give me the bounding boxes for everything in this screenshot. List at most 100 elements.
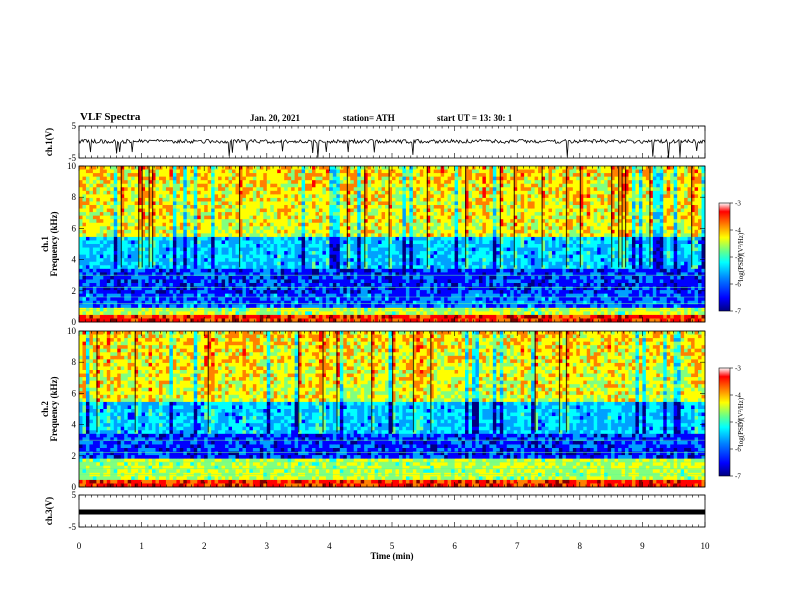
spectrogram-cell [312, 286, 316, 291]
spectrogram-cell [454, 297, 459, 302]
spectrogram-cell [110, 208, 115, 213]
spectrogram-cell [190, 254, 195, 259]
spectrogram-cell [193, 244, 198, 248]
spectrogram-cell [318, 244, 323, 248]
spectrogram-cell [113, 233, 118, 238]
spectrogram-cell [346, 233, 351, 238]
spectrogram-cell [395, 236, 400, 241]
spectrogram-cell [374, 279, 379, 284]
spectrogram-cell [211, 226, 216, 231]
spectrogram-cell [318, 240, 323, 245]
spectrogram-cell [82, 215, 87, 220]
spectrogram-cell [117, 261, 122, 266]
spectrogram-cell [301, 176, 306, 181]
spectrogram-cell [388, 304, 393, 309]
spectrogram-cell [305, 219, 309, 224]
spectrogram-cell [252, 226, 257, 231]
spectrogram-cell [364, 219, 369, 224]
spectrogram-cell [447, 226, 452, 231]
spectrogram-cell [204, 205, 209, 209]
spectrogram-cell [193, 286, 198, 291]
spectrogram-cell [440, 272, 445, 277]
spectrogram-cell [315, 233, 320, 238]
spectrogram-cell [301, 272, 306, 277]
spectrogram-cell [148, 247, 153, 252]
spectrogram-cell [172, 201, 177, 206]
spectrogram-cell [228, 300, 233, 305]
spectrogram-cell [447, 208, 452, 213]
spectrogram-cell [113, 275, 118, 280]
spectrogram-cell [113, 169, 118, 174]
spectrogram-cell [409, 265, 414, 270]
spectrogram-cell [451, 279, 455, 284]
spectrogram-cell [270, 247, 275, 252]
spectrogram-cell [430, 208, 435, 213]
spectrogram-cell [461, 251, 466, 256]
spectrogram-cell [190, 169, 195, 174]
spectrogram-cell [298, 265, 302, 270]
spectrogram-cell [218, 254, 222, 259]
spectrogram-cell [204, 183, 209, 188]
spectrogram-cell [312, 226, 316, 231]
spectrogram-cell [451, 180, 455, 185]
spectrogram-cell [465, 205, 469, 209]
spectrogram-cell [89, 212, 94, 217]
spectrogram-cell [357, 304, 362, 309]
spectrogram-cell [395, 293, 400, 298]
spectrogram-cell [259, 318, 264, 323]
spectrogram-cell [402, 258, 407, 263]
spectrogram-cell [388, 240, 393, 245]
spectrogram-cell [263, 272, 268, 277]
spectrogram-cell [120, 258, 125, 263]
spectrogram-cell [228, 183, 233, 188]
spectrogram-cell [444, 190, 449, 195]
spectrogram-cell [405, 261, 410, 266]
spectrogram-cell [124, 261, 129, 266]
spectrogram-cell [197, 283, 202, 287]
spectrogram-cell [392, 219, 396, 224]
spectrogram-cell [92, 176, 97, 181]
spectrogram-cell [301, 314, 306, 319]
spectrogram-cell [249, 205, 254, 209]
spectrogram-cell [106, 283, 111, 287]
spectrogram-cell [183, 180, 188, 185]
spectrogram-cell [367, 290, 372, 295]
spectrogram-cell [454, 314, 459, 319]
spectrogram-cell [186, 201, 191, 206]
spectrogram-cell [152, 233, 156, 238]
spectrogram-cell [437, 226, 442, 231]
spectrogram-cell [152, 304, 156, 309]
spectrogram-cell [183, 201, 188, 206]
spectrogram-cell [200, 190, 205, 195]
spectrogram-cell [103, 272, 108, 277]
spectrogram-cell [92, 226, 97, 231]
spectrogram-cell [179, 215, 184, 220]
spectrogram-cell [423, 183, 428, 188]
spectrogram-cell [193, 297, 198, 302]
spectrogram-cell [447, 297, 452, 302]
spectrogram-cell [141, 244, 146, 248]
spectrogram-cell [127, 286, 132, 291]
spectrogram-cell [458, 261, 462, 266]
spectrogram-cell [388, 268, 393, 273]
spectrogram-cell [141, 304, 146, 309]
spectrogram-cell [329, 190, 334, 195]
spectrogram-cell [169, 190, 174, 195]
spectrogram-cell [405, 166, 410, 170]
spectrogram-cell [235, 314, 240, 319]
spectrogram-cell [155, 169, 160, 174]
spectrogram-cell [124, 233, 129, 238]
spectrogram-cell [305, 183, 309, 188]
spectrogram-cell [329, 254, 334, 259]
spectrogram-cell [353, 236, 358, 241]
spectrogram-cell [437, 275, 442, 280]
spectrogram-cell [419, 290, 424, 295]
spectrogram-cell [451, 226, 455, 231]
spectrogram-cell [145, 233, 149, 238]
spectrogram-cell [148, 258, 153, 263]
spectrogram-cell [364, 187, 369, 192]
spectrogram-cell [96, 279, 101, 284]
spectrogram-cell [162, 183, 167, 188]
spectrogram-cell [252, 261, 257, 266]
spectrogram-cell [270, 275, 275, 280]
